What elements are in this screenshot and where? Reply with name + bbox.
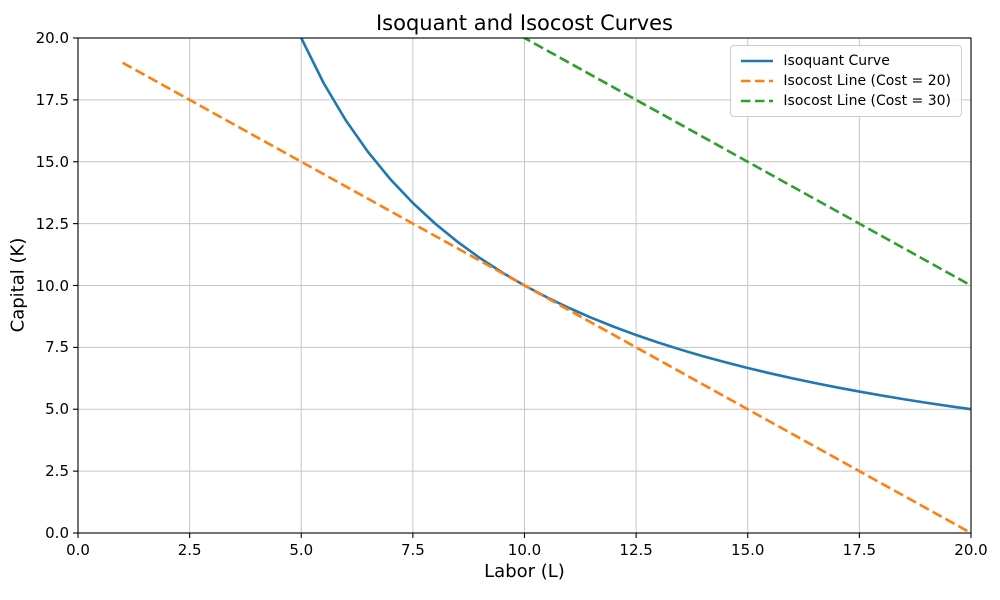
legend: Isoquant Curve Isocost Line (Cost = 20) Is…	[730, 45, 962, 117]
legend-entry-isoquant-curve: Isoquant Curve	[740, 53, 951, 69]
y-tick-label: 17.5	[35, 90, 69, 109]
x-tick-label: 10.0	[507, 541, 542, 559]
y-tick-label: 15.0	[35, 152, 69, 171]
y-tick-label: 7.5	[45, 338, 69, 357]
legend-entry-isocost-line-cost-30: Isocost Line (Cost = 30)	[740, 93, 951, 109]
legend-line-sample	[741, 79, 774, 83]
y-tick-label: 12.5	[35, 214, 69, 233]
legend-label: Isocost Line (Cost = 20)	[783, 73, 951, 89]
y-tick-label: 0.0	[45, 524, 69, 542]
x-tick-label: 0.0	[66, 541, 90, 559]
y-axis-label: Capital (K)	[7, 237, 29, 333]
legend-line-sample	[741, 59, 774, 63]
x-tick-label: 15.0	[731, 541, 765, 559]
x-tick-label: 12.5	[619, 541, 653, 559]
legend-line-sample	[741, 99, 774, 103]
x-tick-label: 7.5	[400, 541, 425, 559]
legend-label: Isocost Line (Cost = 30)	[783, 93, 951, 109]
x-axis-label: Labor (L)	[484, 561, 565, 582]
y-tick-label: 2.5	[45, 462, 69, 481]
y-tick-label: 10.0	[35, 276, 69, 295]
x-tick-label: 2.5	[177, 541, 202, 559]
x-tick-label: 5.0	[289, 541, 314, 559]
x-tick-label: 17.5	[842, 541, 877, 559]
legend-label: Isoquant Curve	[783, 53, 890, 69]
isocost-line-cost-30	[521, 38, 971, 287]
x-tick-label: 20.0	[954, 541, 988, 559]
legend-entry-isocost-line-cost-20: Isocost Line (Cost = 20)	[740, 73, 951, 89]
y-tick-label: 20.0	[35, 29, 69, 47]
isoquant-curve	[300, 38, 971, 411]
y-tick-label: 5.0	[45, 400, 69, 419]
chart-title: Isoquant and Isocost Curves	[375, 11, 673, 35]
